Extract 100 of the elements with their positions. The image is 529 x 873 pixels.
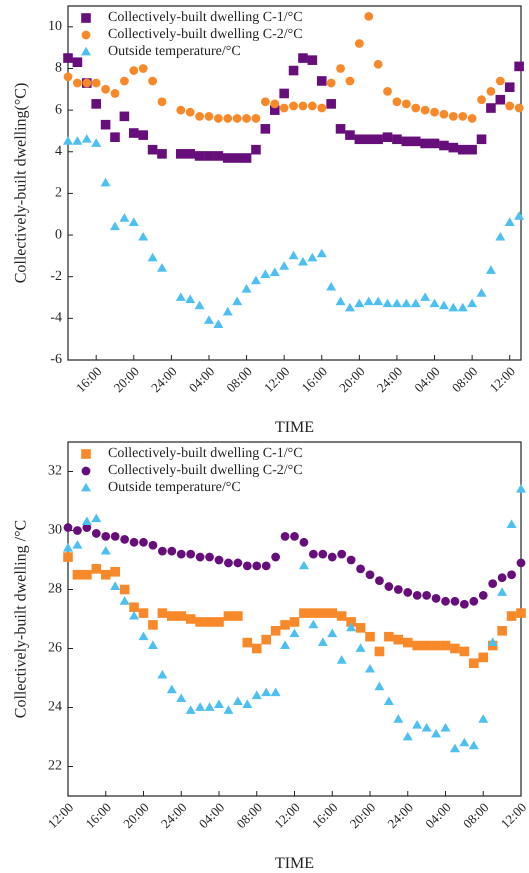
point [270,267,280,276]
point [356,623,366,633]
point [420,138,430,148]
point [288,250,299,260]
point [459,738,470,746]
point [412,591,422,600]
point [336,655,347,664]
point [373,134,383,144]
point [430,298,440,308]
point [63,552,73,562]
point [232,153,242,163]
point [129,610,140,620]
point [318,550,328,558]
point [374,646,384,656]
point [486,103,496,113]
point [337,550,346,558]
point [214,114,223,123]
point [138,64,148,73]
point [345,130,355,140]
point [251,144,261,154]
point [204,315,214,324]
point [139,538,148,547]
point [467,298,478,308]
point [514,211,524,220]
legend-label: Collectively-built dwelling C-1/°C [108,446,303,462]
point [336,124,346,134]
point [92,564,102,574]
y-tick-label: 0 [55,227,62,242]
point [440,640,450,650]
point [392,134,402,144]
point [120,76,129,86]
point [72,57,82,68]
point [223,705,234,714]
point [157,670,168,678]
point [478,652,488,662]
point [364,12,374,21]
point [410,298,421,308]
point [195,702,206,711]
point [185,149,195,159]
point [214,151,224,161]
point [375,576,384,586]
point [507,570,516,580]
y-tick-label: 30 [48,522,62,538]
point [382,298,393,308]
point [298,560,309,570]
point [403,588,412,597]
point [364,296,374,306]
point [148,252,158,262]
point [382,132,392,142]
point [478,714,488,723]
point [222,306,233,316]
y-tick-label: 4 [55,144,62,159]
point [392,298,402,308]
y-axis-title: Collectively-built dwelling(°C) [12,82,30,284]
point [468,740,479,750]
point [186,108,195,117]
point [318,637,328,646]
point [280,640,290,649]
point [158,546,167,556]
point [514,62,524,72]
point [252,114,260,123]
point [288,66,298,76]
point [497,587,508,596]
point [129,66,138,75]
point [356,564,365,574]
point [138,608,148,618]
point [328,552,337,562]
point [374,60,383,69]
legend-label: Collectively-built dwelling C-2/°C [108,463,303,478]
point [280,620,290,630]
point [300,538,308,547]
point [402,136,412,146]
point [73,78,82,88]
point [326,282,336,291]
point [204,702,215,711]
point [401,298,412,308]
point [242,562,252,570]
point [430,108,439,117]
point [252,644,262,654]
point [120,584,130,594]
point [92,78,101,88]
point [204,617,214,627]
point [458,302,468,312]
point [280,532,290,541]
point [498,573,507,582]
point [271,552,280,562]
point [439,140,449,150]
point [72,540,82,549]
point [326,99,336,109]
point [384,582,394,591]
point [402,99,411,108]
point [157,149,167,159]
point [432,594,440,603]
point [92,529,101,538]
point [450,644,460,654]
point [383,86,392,96]
point [394,585,403,594]
point [120,534,130,544]
point [290,532,299,541]
point [91,514,102,522]
